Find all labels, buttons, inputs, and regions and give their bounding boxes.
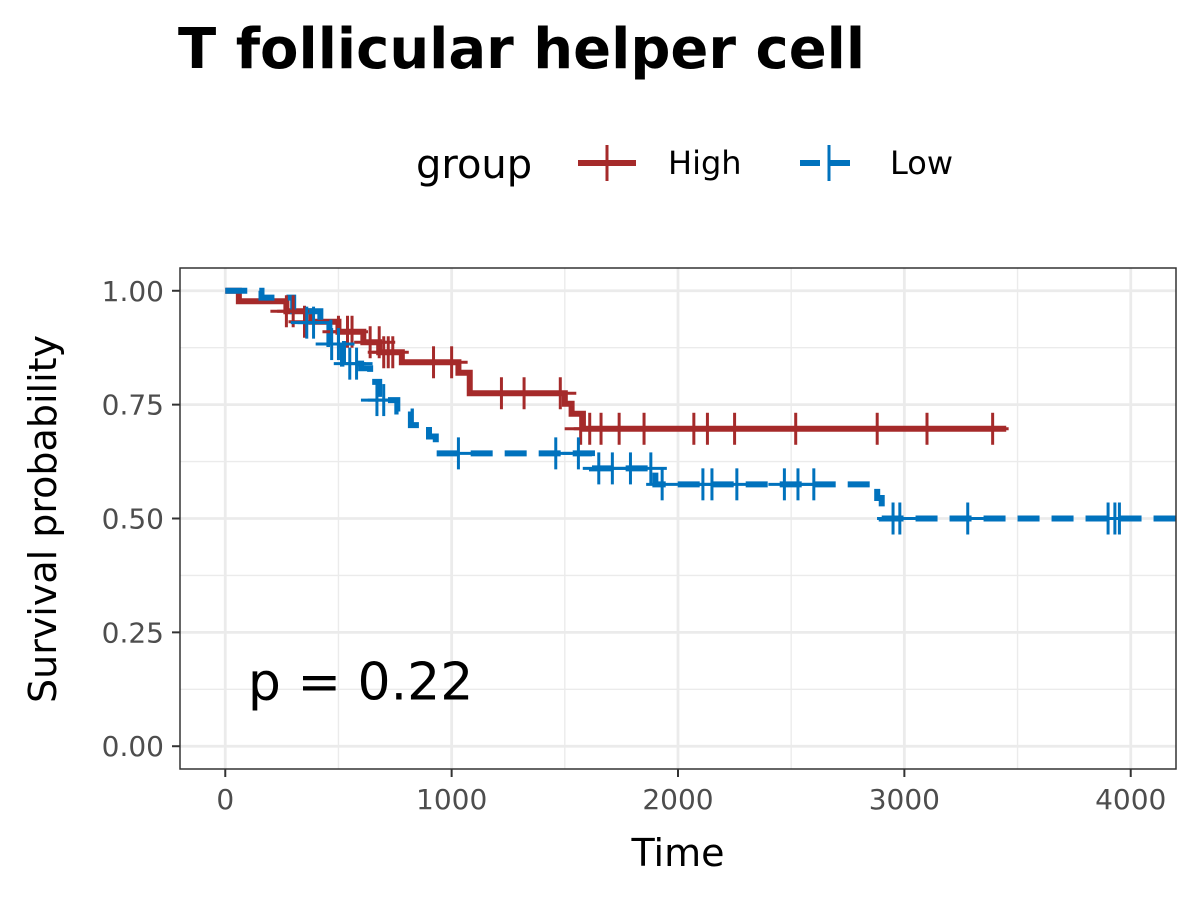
censor-mark-high bbox=[435, 346, 468, 379]
legend-item-low: Low bbox=[800, 144, 953, 182]
censor-mark-high bbox=[779, 412, 812, 445]
y-tick-label: 0.00 bbox=[102, 730, 164, 763]
legend-item-high: High bbox=[578, 144, 742, 182]
y-tick-label: 1.00 bbox=[102, 275, 164, 308]
x-tick-label: 4000 bbox=[1095, 783, 1166, 816]
censor-mark-high bbox=[336, 315, 369, 348]
censor-mark-low bbox=[562, 437, 595, 470]
censor-mark-low bbox=[297, 306, 330, 339]
y-tick-label: 0.75 bbox=[102, 389, 164, 422]
censor-mark-low bbox=[646, 468, 679, 501]
y-axis-title: Survival probability bbox=[21, 335, 65, 703]
censor-mark-low bbox=[442, 437, 475, 470]
x-tick-label: 3000 bbox=[869, 783, 940, 816]
censor-mark-low bbox=[1103, 502, 1136, 535]
chart-title: T follicular helper cell bbox=[178, 17, 865, 82]
censor-mark-low bbox=[951, 502, 984, 535]
p-value-annotation: p = 0.22 bbox=[248, 653, 473, 713]
censor-mark-low bbox=[797, 468, 830, 501]
legend: group High Low bbox=[416, 142, 953, 188]
x-axis-title: Time bbox=[631, 831, 725, 875]
censor-mark-low bbox=[322, 328, 355, 361]
censor-mark-low bbox=[883, 502, 916, 535]
censor-mark-high bbox=[544, 377, 577, 410]
censor-marks bbox=[270, 295, 1136, 535]
censor-mark-low bbox=[367, 384, 400, 417]
censor-mark-high bbox=[508, 377, 541, 410]
legend-label-low: Low bbox=[890, 144, 953, 182]
censor-mark-high bbox=[861, 412, 894, 445]
censor-mark-high bbox=[628, 412, 661, 445]
legend-label-high: High bbox=[668, 144, 742, 182]
legend-key-high bbox=[578, 145, 636, 181]
x-tick-label: 0 bbox=[216, 783, 234, 816]
grid-lines bbox=[180, 268, 1176, 769]
censor-mark-low bbox=[340, 347, 373, 380]
censor-mark-low bbox=[720, 468, 753, 501]
legend-title: group bbox=[416, 142, 532, 188]
x-tick-label: 2000 bbox=[642, 783, 713, 816]
censor-mark-high bbox=[976, 412, 1009, 445]
legend-key-low bbox=[800, 145, 858, 181]
censor-mark-high bbox=[718, 412, 751, 445]
censor-mark-high bbox=[376, 336, 409, 369]
y-tick-label: 0.50 bbox=[102, 503, 164, 536]
censor-mark-high bbox=[911, 412, 943, 445]
y-tick-label: 0.25 bbox=[102, 616, 164, 649]
censor-mark-high bbox=[691, 412, 724, 445]
x-tick-label: 1000 bbox=[416, 783, 487, 816]
